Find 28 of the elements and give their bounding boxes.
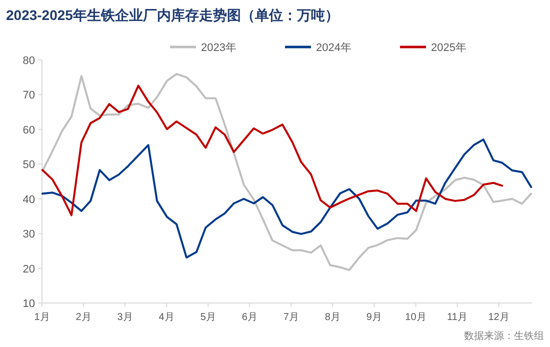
x-tick-label: 1月: [34, 312, 50, 323]
legend-label: 2023年: [201, 42, 236, 54]
line-series: [41, 72, 532, 272]
line-series: [41, 84, 504, 216]
x-tick-label: 8月: [324, 312, 340, 323]
y-tick-label: 60: [22, 124, 35, 136]
legend-label: 2025年: [431, 42, 466, 54]
chart-title: 2023-2025年生铁企业厂内库存走势图（单位：万吨）: [6, 7, 339, 23]
y-tick-label: 30: [22, 228, 35, 241]
x-tick-label: 6月: [242, 312, 258, 323]
x-tick-label: 4月: [158, 312, 174, 323]
x-tick-label: 11月: [447, 312, 468, 323]
x-tick-label: 12月: [488, 312, 510, 323]
y-tick-label: 20: [22, 263, 35, 276]
x-tick-label: 7月: [283, 312, 299, 323]
x-tick-label: 9月: [366, 312, 382, 323]
y-tick-label: 50: [22, 159, 35, 172]
x-tick-label: 5月: [200, 312, 216, 323]
y-tick-label: 40: [22, 194, 35, 206]
x-tick-label: 10月: [405, 312, 426, 323]
y-tick-label: 70: [22, 90, 35, 102]
source-note: 数据来源：生铁组: [464, 330, 544, 342]
x-tick-label: 3月: [117, 312, 133, 323]
legend-label: 2024年: [316, 42, 352, 54]
y-tick-label: 80: [22, 55, 35, 67]
line-series: [41, 138, 532, 259]
y-tick-label: 10: [22, 298, 35, 310]
x-tick-label: 2月: [76, 312, 92, 323]
